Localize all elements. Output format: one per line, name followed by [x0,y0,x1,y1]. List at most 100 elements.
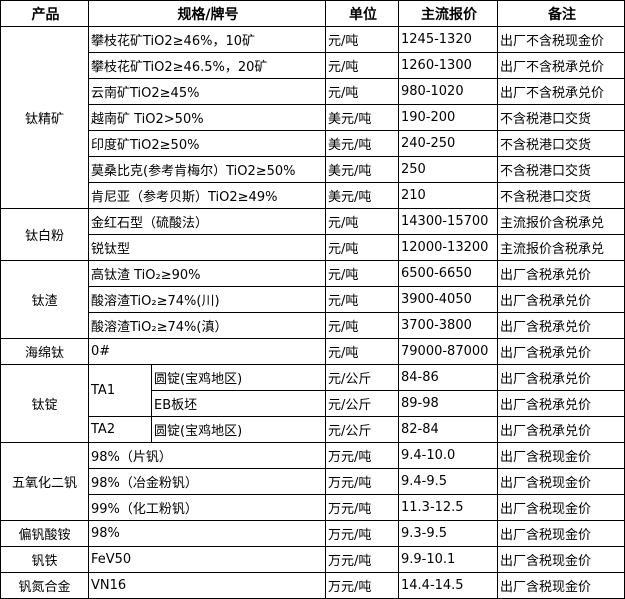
spec-cell: 98%（冶金粉钒） [88,468,326,495]
spec-cell: 攀枝花矿TiO2≥46%，10矿 [88,26,326,53]
spec-cell: 98%（片钒） [88,442,326,469]
table-row: 越南矿 TiO2>50% 美元/吨 190-200 不含税港口交货 [1,104,625,131]
price-cell: 79000-87000 [398,338,498,365]
note-cell: 出厂含税承兑价 [497,390,625,417]
product-cell: 偏钒酸铵 [0,520,89,547]
unit-cell: 美元/吨 [325,156,399,183]
unit-cell: 元/吨 [325,234,399,261]
price-cell: 980-1020 [398,78,498,105]
price-cell: 9.9-10.1 [398,546,498,573]
note-cell: 出厂含税承兑价 [497,364,625,391]
note-cell: 出厂含税承兑价 [497,416,625,443]
table-row: 钒氮合金 VN16 万元/吨 14.4-14.5 出厂含税现金价 [0,572,625,599]
note-cell: 不含税港口交货 [497,156,625,183]
spec-cell: 99%（化工粉钒） [88,494,326,521]
price-cell: 1260-1300 [398,52,498,79]
note-cell: 出厂含税现金价 [497,520,625,547]
spec-cell: 锐钛型 [88,234,326,261]
note-cell: 出厂不含税承兑价 [497,78,625,105]
price-cell: 1245-1320 [398,26,498,53]
unit-cell: 元/吨 [325,26,399,53]
unit-cell: 万元/吨 [325,442,399,469]
table-row: 云南矿TiO2≥45% 元/吨 980-1020 出厂不含税承兑价 [1,78,625,105]
table-row: 五氧化二钒 98%（片钒） 万元/吨 9.4-10.0 出厂含税现金价 [0,442,625,521]
price-cell: 6500-6650 [398,260,498,287]
note-cell: 出厂含税现金价 [497,546,625,573]
price-cell: 250 [398,156,498,183]
unit-cell: 美元/吨 [325,104,399,131]
note-cell: 出厂含税承兑价 [497,286,625,313]
table-row: 酸溶渣TiO₂≥74%(川) 元/吨 3900-4050 出厂含税承兑价 [1,286,625,313]
table-row: TA2 圆锭(宝鸡地区) 元/公斤 82-84 出厂含税承兑价 [1,416,625,443]
price-cell: 82-84 [398,416,498,443]
spec-cell: VN16 [88,572,326,599]
product-cell: 钛锭 [0,364,89,443]
unit-cell: 万元/吨 [325,572,399,599]
unit-cell: 万元/吨 [325,546,399,573]
unit-cell: 元/公斤 [325,364,399,391]
header-price: 主流报价 [398,0,498,27]
table-row: 酸溶渣TiO₂≥74%(滇） 元/吨 3700-3800 出厂含税承兑价 [1,312,625,339]
grade-cell: TA1 [88,364,152,417]
table-row: 钒铁 FeV50 万元/吨 9.9-10.1 出厂含税现金价 [0,546,625,573]
unit-cell: 元/公斤 [325,390,399,417]
header-row: 产品 规格/牌号 单位 主流报价 备注 [0,0,625,27]
product-cell: 钒铁 [0,546,89,573]
note-cell: 出厂含税现金价 [497,468,625,495]
note-cell: 不含税港口交货 [497,130,625,157]
unit-cell: 元/吨 [325,286,399,313]
table-row: EB板坯 元/公斤 89-98 出厂含税承兑价 [1,390,625,417]
unit-cell: 万元/吨 [325,468,399,495]
note-cell: 主流报价含税承兑 [497,234,625,261]
price-cell: 9.4-9.5 [398,468,498,495]
unit-cell: 元/吨 [325,52,399,79]
product-cell: 钛渣 [0,260,89,339]
table-row: 钛锭 TA1 圆锭(宝鸡地区) 元/公斤 84-86 出厂含税承兑价 [0,364,625,443]
note-cell: 出厂含税现金价 [497,442,625,469]
table-row: 钛精矿 攀枝花矿TiO2≥46%，10矿 元/吨 1245-1320 出厂不含税现金价 [0,26,625,209]
unit-cell: 元/吨 [325,78,399,105]
unit-cell: 元/吨 [325,312,399,339]
price-cell: 190-200 [398,104,498,131]
unit-cell: 元/公斤 [325,416,399,443]
product-cell: 钒氮合金 [0,572,89,599]
table-row: 肯尼亚（参考贝斯）TiO2≥49% 美元/吨 210 不含税港口交货 [1,182,625,209]
unit-cell: 美元/吨 [325,182,399,209]
price-cell: 14300-15700 [398,208,498,235]
table-row: 攀枝花矿TiO2≥46.5%，20矿 元/吨 1260-1300 出厂不含税承兑价 [1,52,625,79]
product-cell: 海绵钛 [0,338,89,365]
product-cell: 钛精矿 [0,26,89,209]
note-cell: 出厂含税承兑价 [497,338,625,365]
note-cell: 不含税港口交货 [497,104,625,131]
note-cell: 出厂不含税承兑价 [497,52,625,79]
spec-cell: 圆锭(宝鸡地区) [151,364,326,391]
table-row: 钛白粉 金红石型（硫酸法） 元/吨 14300-15700 主流报价含税承兑 [0,208,625,261]
header-product: 产品 [0,0,89,27]
price-cell: 3900-4050 [398,286,498,313]
note-cell: 出厂含税现金价 [497,572,625,599]
header-unit: 单位 [325,0,399,27]
note-cell: 出厂含税承兑价 [497,260,625,287]
price-cell: 9.3-9.5 [398,520,498,547]
spec-cell: 高钛渣 TiO₂≥90% [88,260,326,287]
table-row: 印度矿TiO2≥50% 美元/吨 240-250 不含税港口交货 [1,130,625,157]
product-cell: 五氧化二钒 [0,442,89,521]
table-row: 海绵钛 0# 元/吨 79000-87000 出厂含税承兑价 [0,338,625,365]
note-cell: 出厂含税现金价 [497,494,625,521]
grade-cell: TA2 [88,416,152,443]
table-row: 99%（化工粉钒） 万元/吨 11.3-12.5 出厂含税现金价 [1,494,625,521]
spec-cell: 金红石型（硫酸法） [88,208,326,235]
spec-cell: 肯尼亚（参考贝斯）TiO2≥49% [88,182,326,209]
price-cell: 89-98 [398,390,498,417]
spec-cell: 莫桑比克(参考肯梅尔）TiO2≥50% [88,156,326,183]
header-note: 备注 [497,0,625,27]
note-cell: 出厂含税承兑价 [497,312,625,339]
spec-cell: 98% [88,520,326,547]
unit-cell: 元/吨 [325,260,399,287]
spec-cell: 圆锭(宝鸡地区) [151,416,326,443]
note-cell: 主流报价含税承兑 [497,208,625,235]
product-cell: 钛白粉 [0,208,89,261]
unit-cell: 美元/吨 [325,130,399,157]
price-cell: 84-86 [398,364,498,391]
unit-cell: 元/吨 [325,208,399,235]
